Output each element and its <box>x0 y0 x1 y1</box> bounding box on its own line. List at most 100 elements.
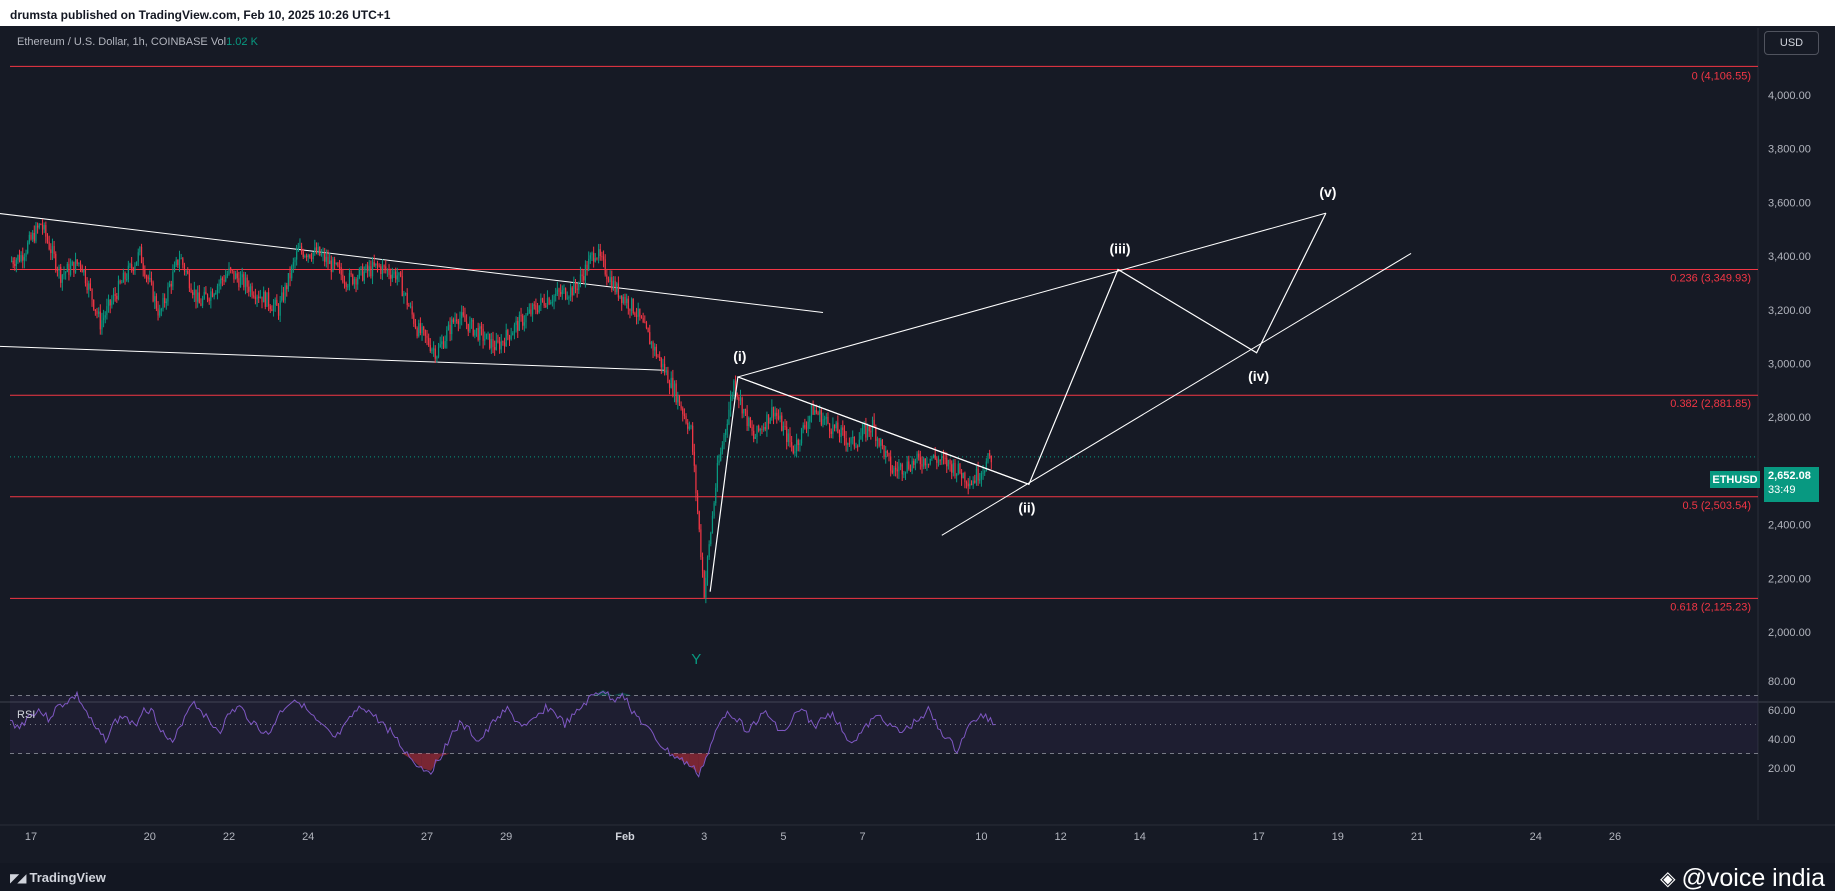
wave-channel-line[interactable] <box>737 376 1030 485</box>
candle-body <box>743 409 745 414</box>
candle-body <box>482 328 484 341</box>
fibonacci-levels[interactable]: 0 (4,106.55) 0.236 (3,349.93) 0.382 (2,881… <box>10 65 1758 613</box>
candle-body <box>614 280 616 293</box>
wave-label: (iii) <box>1110 241 1131 257</box>
candle-body <box>51 246 54 254</box>
candle-body <box>863 425 865 428</box>
candle-body <box>192 292 194 295</box>
candle-body <box>616 283 618 293</box>
price-series <box>10 219 992 604</box>
candle-body <box>687 422 689 429</box>
candle-body <box>368 266 370 272</box>
candle-body <box>583 276 585 281</box>
wave-channel-line[interactable] <box>737 212 1327 378</box>
candle-body <box>315 247 318 254</box>
candle-body <box>492 339 494 348</box>
candle-body <box>578 282 580 291</box>
candle-body <box>862 427 864 436</box>
candle-body <box>337 263 339 267</box>
candle-body <box>568 297 570 299</box>
candle-body <box>238 278 240 288</box>
candle-body <box>951 464 953 473</box>
candle-body <box>631 298 633 312</box>
candle-body <box>403 293 405 297</box>
candle-body <box>680 405 682 409</box>
candle-body <box>606 274 608 279</box>
candle-body <box>301 246 303 252</box>
time-tick-label: 17 <box>1252 831 1264 843</box>
wedge-trendline[interactable] <box>0 345 665 371</box>
candle-body <box>675 383 677 403</box>
candle-body <box>939 460 941 462</box>
currency-button[interactable]: USD <box>1764 31 1819 55</box>
candle-body <box>116 295 118 300</box>
candle-body <box>672 377 674 395</box>
fib-level-label: 0.618 (2,125.23) <box>1670 601 1751 613</box>
candle-body <box>937 460 940 463</box>
elliott-wave-path[interactable] <box>709 212 1327 592</box>
candle-body <box>796 440 798 452</box>
candle-body <box>512 332 514 336</box>
candle-body <box>342 274 344 283</box>
candle-body <box>456 319 458 321</box>
rsi-pane: 80.00 60.00 40.00 20.00 <box>9 676 1796 778</box>
candle-body <box>66 264 68 273</box>
candle-body <box>929 458 931 464</box>
wave-projection[interactable]: (i) (ii) (iii) (iv) (v) Y <box>691 184 1412 668</box>
rsi-overbought-fill <box>612 692 623 696</box>
candle-body <box>576 288 578 291</box>
candle-body <box>558 289 560 292</box>
symbol-legend[interactable]: Ethereum / U.S. Dollar, 1h, COINBASE Vol… <box>17 36 258 48</box>
chart-panel[interactable] <box>0 26 1835 863</box>
candle-body <box>197 292 199 302</box>
price-tick-label: 3,200.00 <box>1768 305 1811 317</box>
candle-body <box>286 285 288 290</box>
price-tick-label: 4,000.00 <box>1768 90 1811 102</box>
candle-body <box>137 252 139 262</box>
candle-body <box>216 286 219 293</box>
candle-body <box>784 426 786 428</box>
rsi-legend[interactable]: RSI <box>17 709 36 721</box>
candle-body <box>838 433 841 437</box>
wedge-trendline[interactable] <box>0 208 824 313</box>
candle-body <box>520 315 522 317</box>
candle-body <box>758 425 760 431</box>
candle-body <box>612 280 615 290</box>
tradingview-logo[interactable]: ◤◢ TradingView <box>10 870 106 885</box>
candle-body <box>96 310 98 314</box>
candle-body <box>404 293 407 295</box>
candle-body <box>868 425 870 432</box>
candle-body <box>890 456 892 471</box>
wave-channel-line[interactable] <box>941 252 1412 536</box>
candle-body <box>121 282 123 284</box>
candle-body <box>279 300 281 316</box>
candle-body <box>94 309 96 311</box>
candle-body <box>870 431 872 433</box>
candle-body <box>378 265 380 267</box>
candle-body <box>866 425 869 438</box>
tradingview-logo-text: TradingView <box>29 870 106 885</box>
price-tick-label: 2,000.00 <box>1768 627 1811 639</box>
candle-body <box>183 264 186 272</box>
candle-body <box>494 347 496 350</box>
candle-body <box>865 425 867 438</box>
candle-body <box>335 263 337 265</box>
candle-body <box>381 265 384 274</box>
time-tick-label: Feb <box>615 831 635 843</box>
candle-body <box>626 298 628 304</box>
candle-body <box>523 322 525 326</box>
candle-body <box>652 342 654 351</box>
wave-label: (iv) <box>1248 368 1269 384</box>
candle-body <box>28 234 30 243</box>
candle-body <box>371 262 374 277</box>
price-tick-label: 3,800.00 <box>1768 144 1811 156</box>
candle-body <box>484 339 486 341</box>
trendlines[interactable] <box>0 208 824 371</box>
candle-body <box>406 293 408 306</box>
candle-body <box>114 294 116 296</box>
candle-body <box>155 296 157 309</box>
candle-body <box>119 280 121 283</box>
candle-body <box>431 349 433 352</box>
candle-body <box>299 246 301 248</box>
